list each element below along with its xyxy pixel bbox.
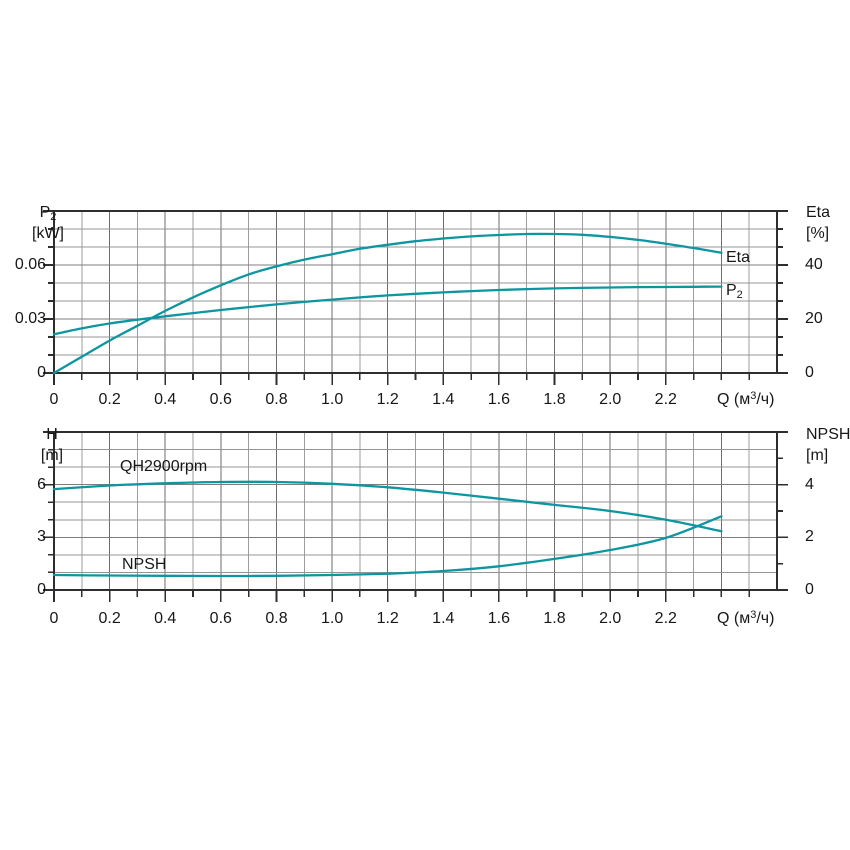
- bottom-chart-x-tick-label: 0: [49, 610, 59, 627]
- top-chart-right-axis-title: Eta [%]: [806, 202, 830, 244]
- top-chart-border: [53, 210, 778, 374]
- bottom-chart-x-tick-label: 1.8: [543, 610, 566, 627]
- bottom-chart-x-tick-label: 1.0: [320, 610, 344, 627]
- bottom-chart-x-tick-label: 0.4: [154, 610, 177, 627]
- bottom-chart-right-axis-unit: [m]: [806, 447, 829, 464]
- top-chart-right-tick-label: 40: [805, 256, 823, 273]
- top-chart-x-tick-label: 1.0: [320, 391, 344, 408]
- top-chart-x-tick-label: 1.8: [543, 391, 566, 408]
- bottom-chart-x-tick-label: 1.2: [376, 610, 399, 627]
- top-chart-right-tick-label: 20: [805, 310, 823, 327]
- bottom-chart-right-axis-name: NPSH: [806, 426, 850, 443]
- top-chart-x-tick-label: 0: [49, 391, 59, 408]
- bottom-chart-x-tick-label: 0.6: [209, 610, 232, 627]
- bottom-chart-left-tick-label: 3: [37, 528, 46, 546]
- bottom-chart-grid: [54, 432, 777, 590]
- qh-curve-label: QH2900rpm: [120, 458, 208, 475]
- bottom-chart-right-tick-label: 2: [805, 528, 814, 546]
- top-chart-left-tick-label: 0: [37, 364, 46, 381]
- npsh-curve-label: NPSH: [122, 556, 167, 573]
- bottom-chart-x-tick-label: 0.2: [98, 610, 121, 627]
- top-chart-right-tick-label: 0: [805, 364, 814, 381]
- p2-curve-label: P2: [726, 282, 743, 301]
- bottom-chart-right-tick-label: 0: [805, 581, 814, 598]
- top-chart-x-tick-label: 2.0: [599, 391, 622, 408]
- top-chart-x-tick-label: 0.6: [209, 391, 232, 408]
- bottom-chart-x-tick-label: 1.6: [487, 610, 511, 627]
- bottom-chart-x-axis-title: Q (м3/ч): [717, 609, 775, 628]
- bottom-chart-left-axis-unit: [m]: [40, 447, 64, 464]
- bottom-chart-left-tick-label: 6: [37, 475, 46, 493]
- top-chart-x-axis-title: Q (м3/ч): [717, 390, 775, 409]
- top-chart-x-tick-label: 1.2: [376, 391, 399, 408]
- top-chart-x-tick-label: 1.4: [432, 391, 455, 408]
- bottom-chart-x-tick-label: 2.2: [654, 610, 677, 627]
- top-chart-right-axis-unit: [%]: [806, 225, 830, 242]
- top-chart-left-axis-title: P2 [kW]: [16, 202, 80, 244]
- top-chart-left-tick-label: 0.06: [14, 256, 46, 273]
- top-chart-left-tick-label: 0.03: [14, 310, 46, 327]
- bottom-chart-right-axis-title: NPSH [m]: [806, 424, 850, 466]
- bottom-chart-border: [53, 431, 778, 591]
- bottom-chart-x-tick-label: 0.8: [265, 610, 288, 627]
- eta-curve-label: Eta: [726, 249, 751, 266]
- top-chart-left-axis-unit: [kW]: [32, 225, 64, 242]
- top-chart-x-tick-label: 2.2: [654, 391, 677, 408]
- bottom-chart-curve-npsh: [52, 515, 723, 578]
- top-chart-grid: [54, 211, 777, 373]
- top-chart-curve-eta: [52, 232, 723, 375]
- top-chart-left-axis-name: P2: [39, 204, 57, 223]
- top-chart-x-tick-label: 0.4: [154, 391, 177, 408]
- top-chart-right-axis-name: Eta: [806, 204, 831, 221]
- bottom-chart-right-tick-label: 4: [805, 475, 814, 493]
- top-chart-curve-p2: [52, 285, 723, 336]
- bottom-chart-x-tick-label: 2.0: [599, 610, 622, 627]
- bottom-chart-left-axis-name: H: [46, 426, 58, 443]
- top-chart-x-tick-label: 0.8: [265, 391, 288, 408]
- top-chart-x-tick-label: 0.2: [98, 391, 121, 408]
- top-chart-x-tick-label: 1.6: [487, 391, 511, 408]
- bottom-chart-left-axis-title: H [m]: [20, 424, 84, 466]
- bottom-chart-curve-qh2900rpm: [52, 480, 723, 533]
- bottom-chart-x-tick-label: 1.4: [432, 610, 455, 627]
- bottom-chart-left-tick-label: 0: [37, 581, 46, 598]
